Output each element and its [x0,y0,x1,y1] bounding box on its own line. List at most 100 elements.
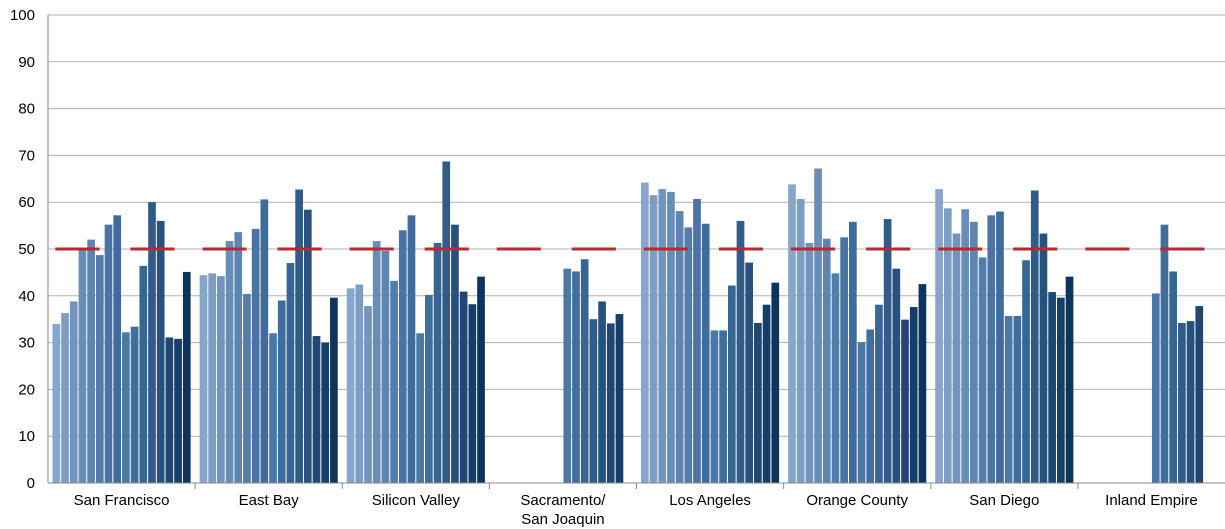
bar [139,265,148,483]
bar [416,333,425,483]
bar [69,301,78,483]
bar [615,314,624,483]
category-label-line: Silicon Valley [372,492,461,509]
y-tick-label: 80 [18,101,35,118]
bar [754,322,762,483]
bar [857,342,866,483]
bar [563,268,572,483]
bar [182,271,191,483]
bar [1013,315,1022,483]
bar [295,189,303,483]
bar [217,276,225,483]
bar [901,319,909,483]
bar [165,337,174,483]
bar [814,168,822,483]
category-label-line: Los Angeles [669,492,751,509]
bar [701,223,710,483]
bar [61,313,69,483]
bar [104,224,113,483]
bar [727,285,736,483]
bar [970,221,978,483]
bar [589,319,598,483]
bar [961,209,970,483]
bar [433,242,442,483]
bar [649,195,658,483]
bar [390,280,398,483]
category-label-line: San Joaquin [521,511,604,528]
bar [918,284,927,483]
bar [952,233,961,483]
bar [848,221,857,483]
y-tick-label: 30 [18,335,35,352]
bar [1160,224,1169,483]
category-label-line: Orange County [806,492,908,509]
bar [909,307,918,483]
bar [1022,260,1030,483]
bar [286,263,295,483]
y-axis-tick-labels: 0 10 20 30 40 50 60 70 80 90 100 [10,7,35,492]
category-label-line: San Diego [969,492,1039,509]
bar [1169,271,1178,483]
bar [312,336,321,483]
bar [935,189,943,483]
bar [148,202,156,483]
bar [468,304,477,483]
bar [745,262,754,483]
bar [199,275,208,483]
bar [451,224,459,483]
y-tick-label: 10 [18,428,35,445]
bar [572,271,580,483]
y-tick-label: 100 [10,7,35,24]
category-label: Sacramento/San Joaquin [520,492,606,528]
y-tick-label: 20 [18,381,35,398]
bar [243,293,251,483]
bar [1178,322,1186,483]
bar [771,282,780,483]
bar [52,323,61,483]
bar [831,273,840,483]
bar [442,161,451,483]
bar [321,342,330,483]
bar [425,294,433,483]
bar [78,249,87,483]
bar [1195,306,1204,483]
bar [996,211,1004,483]
bar [1151,293,1160,483]
bar [606,323,615,483]
bar [943,208,952,483]
bar [1004,315,1013,483]
bar [805,242,814,483]
bar [330,297,338,483]
bar [822,238,831,483]
bar [1056,297,1065,483]
category-label: East Bay [239,492,300,509]
bar [658,189,667,483]
bar [675,211,684,484]
bar [875,304,883,483]
bar [978,257,987,483]
bar [892,268,901,483]
bar [303,209,312,484]
category-label: San Francisco [74,492,170,509]
bar [667,191,675,484]
bar [641,182,649,483]
bar [260,199,269,483]
bar [788,184,796,483]
y-tick-label: 60 [18,194,35,211]
category-label-line: San Francisco [74,492,170,509]
category-label-line: Inland Empire [1105,492,1198,509]
bar [364,306,372,483]
bar [95,255,104,483]
bar [277,300,286,483]
bar [693,198,701,483]
bar [459,291,468,483]
bar [372,241,381,483]
category-label: Inland Empire [1105,492,1198,509]
category-label: Los Angeles [669,492,751,509]
bar [130,326,139,483]
bar [1030,190,1039,483]
x-axis-category-labels: San Francisco East Bay Silicon Valley Sacra… [74,492,1198,528]
category-label-line: Sacramento/ [520,492,606,509]
x-axis [47,15,1225,489]
bar [87,239,95,483]
